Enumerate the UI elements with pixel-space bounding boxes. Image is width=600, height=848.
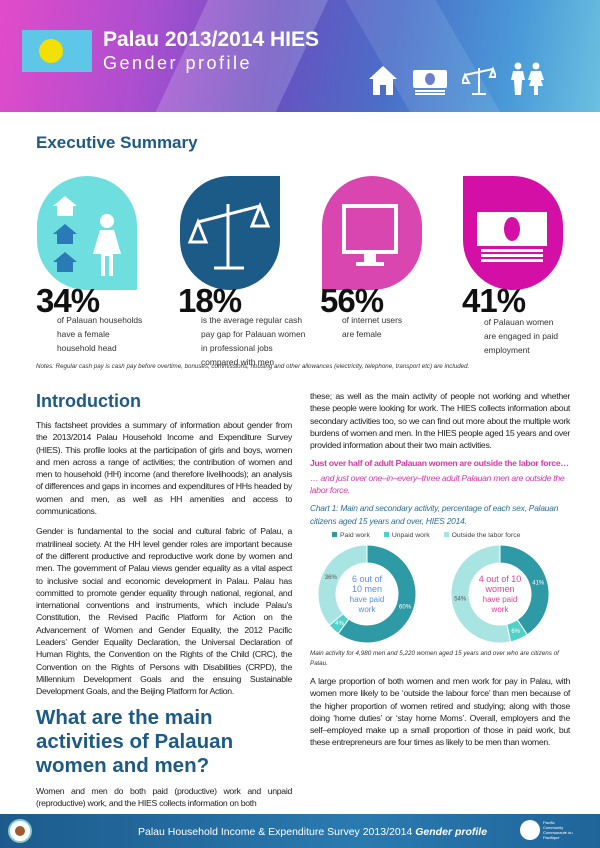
activities-paragraph: A large proportion of both women and men… — [310, 675, 570, 748]
monitor-icon — [322, 176, 422, 290]
money-icon — [463, 176, 563, 290]
footer: Palau Household Income & Expenditure Sur… — [0, 814, 600, 848]
spc-logo: Pacific Community Communauté du Pacifiqu… — [520, 820, 573, 840]
right-column: these; as well as the main activity of p… — [310, 390, 570, 749]
center-text-men: work — [358, 605, 377, 614]
scales-icon — [462, 66, 496, 95]
center-text-men: 6 out of — [352, 574, 383, 584]
scales-icon — [180, 176, 280, 290]
intro-paragraph: This factsheet provides a summary of inf… — [36, 420, 292, 517]
introduction-heading: Introduction — [36, 391, 141, 411]
donut-slice-men-0 — [337, 544, 417, 644]
stat-description: of Palauan women are engaged in paid emp… — [484, 317, 559, 355]
highlight-subheading: … and just over one–in–every–three adult… — [310, 472, 565, 496]
donut-slice-men-2 — [317, 544, 368, 626]
data-label-men-2: 36% — [325, 575, 338, 581]
legend-swatch — [332, 531, 337, 537]
center-text-men: have paid — [350, 595, 385, 604]
data-label-women-1: 6% — [511, 629, 520, 635]
activities-heading: What are the main activities of Palauan … — [36, 705, 234, 777]
activities-paragraph: Women and men do both paid (productive) … — [36, 785, 292, 808]
money-icon — [413, 70, 447, 95]
footer-text: Palau Household Income & Expenditure Sur… — [138, 826, 488, 838]
stat-value: 18% — [178, 282, 242, 319]
chart-note: Main activity for 4,980 men and 5,220 wo… — [310, 649, 559, 667]
stat-description: is the average regular cash pay gap for … — [201, 315, 306, 367]
highlight-heading: Just over half of adult Palauan women ar… — [310, 458, 569, 469]
intro-paragraph: these; as well as the main activity of p… — [310, 391, 570, 451]
legend-swatch — [443, 531, 449, 537]
house-icon — [369, 66, 397, 95]
center-text-women: 4 out of 10 — [479, 574, 522, 584]
legend-item: Paid work — [332, 531, 370, 539]
page-title: Palau 2013/2014 HIES — [103, 28, 319, 51]
page-subtitle: Gender profile — [103, 53, 253, 73]
stat-description: of Palauan households have a female hous… — [57, 315, 143, 353]
center-text-women: women — [484, 584, 514, 594]
household-woman-icon — [37, 176, 137, 290]
donut-slice-women-2 — [450, 544, 512, 644]
legend-swatch — [383, 531, 389, 537]
stat-value: 56% — [320, 282, 384, 319]
notes: Notes: Regular cash pay is cash pay befo… — [36, 363, 470, 370]
stat-value: 34% — [36, 282, 100, 319]
left-column: Introduction This factsheet provides a s… — [36, 390, 292, 809]
data-label-women-0: 41% — [532, 580, 545, 586]
data-label-men-0: 60% — [399, 604, 412, 610]
data-label-men-1: 4% — [335, 621, 344, 627]
chart-caption: Chart 1: Main and secondary activity, pe… — [310, 503, 559, 526]
legend-item: Unpaid work — [383, 531, 430, 539]
chart-legend: Paid work Unpaid work Outside the labor … — [332, 531, 570, 539]
palau-seal-logo — [8, 819, 32, 843]
man-woman-icon — [511, 62, 544, 95]
executive-summary-heading: Executive Summary — [36, 133, 198, 152]
legend-item: Outside the labor force — [443, 531, 520, 539]
center-text-women: work — [491, 605, 510, 614]
intro-paragraph: Gender is fundamental to the social and … — [36, 526, 292, 697]
header-banner: Palau 2013/2014 HIES Gender profile — [0, 0, 600, 112]
center-text-women: have paid — [483, 595, 518, 604]
stat-value: 41% — [462, 282, 526, 319]
data-label-women-2: 54% — [454, 596, 467, 602]
palau-flag — [22, 30, 92, 72]
center-text-men: 10 men — [352, 584, 382, 594]
stat-description: of internet users are female — [342, 315, 403, 339]
